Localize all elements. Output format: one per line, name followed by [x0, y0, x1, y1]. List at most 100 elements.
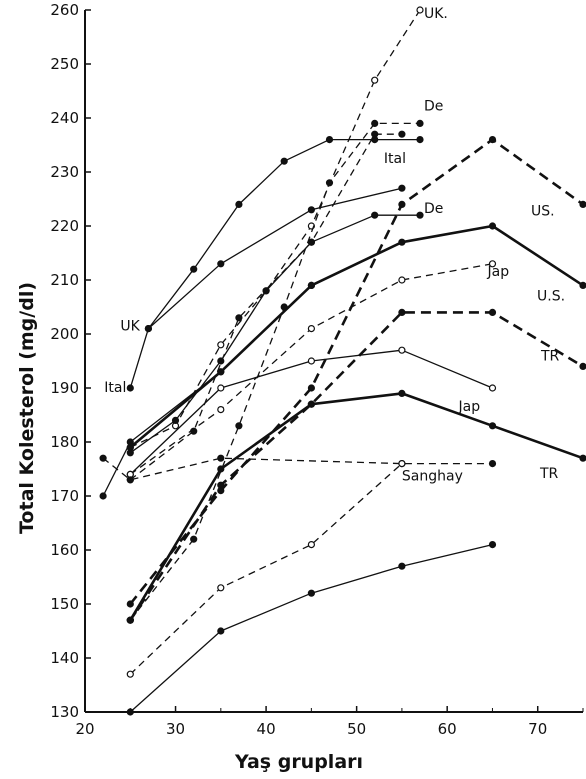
series-tr-11: [126, 389, 586, 624]
data-point: [217, 627, 225, 635]
data-point: [126, 600, 134, 608]
series-us-7: [126, 222, 586, 451]
y-tick-label: 250: [50, 55, 79, 73]
series-unlabeled-15: [126, 540, 497, 716]
data-point: [217, 357, 225, 365]
series-unlabeled-14: [126, 460, 406, 678]
data-point: [235, 200, 243, 208]
series-label: Jap: [458, 399, 481, 415]
data-point: [579, 362, 586, 370]
data-point: [144, 325, 152, 333]
data-point: [217, 584, 225, 592]
series-line: [130, 9, 421, 448]
data-point: [579, 200, 586, 208]
x-tick-label: 30: [166, 720, 185, 738]
data-point: [307, 281, 315, 289]
series-label: Sanghay: [402, 469, 463, 485]
data-point: [217, 260, 225, 268]
series-line: [129, 133, 402, 481]
series-line: [129, 138, 584, 605]
data-point: [398, 346, 406, 354]
series-uk-1: [144, 136, 424, 333]
data-point: [488, 422, 497, 430]
data-point: [398, 460, 406, 468]
series-de-4: [126, 211, 424, 457]
series-layer: [99, 6, 586, 716]
data-point: [190, 265, 198, 273]
data-point: [398, 130, 406, 138]
data-point: [416, 6, 424, 14]
data-point: [126, 670, 134, 678]
y-tick-label: 200: [50, 325, 79, 343]
series-line: [129, 349, 493, 475]
data-point: [217, 454, 225, 462]
y-tick-label: 260: [50, 1, 79, 19]
data-point: [235, 422, 243, 430]
data-point: [579, 454, 586, 462]
y-tick-label: 240: [50, 109, 79, 127]
data-point: [398, 389, 406, 397]
series-us-6: [126, 136, 586, 608]
y-tick-label: 190: [50, 379, 79, 397]
y-tick-label: 220: [50, 217, 79, 235]
data-point: [126, 708, 134, 716]
series-tr-9: [126, 308, 586, 624]
data-point: [371, 76, 379, 84]
series-label: UK: [120, 319, 140, 335]
y-tick-label: 160: [50, 541, 79, 559]
data-point: [126, 476, 134, 484]
data-point: [398, 276, 406, 284]
x-axis-title: Yaş grupları: [234, 751, 363, 773]
y-tick-label: 230: [50, 163, 79, 181]
series-line: [129, 392, 584, 621]
series-label: US.: [531, 203, 555, 219]
data-point: [190, 535, 198, 543]
data-point: [307, 400, 315, 408]
y-tick-label: 210: [50, 271, 79, 289]
data-point: [217, 481, 225, 489]
data-point: [488, 260, 497, 268]
data-point: [579, 281, 586, 289]
data-point: [217, 465, 225, 473]
data-point: [99, 492, 107, 500]
series-label: De: [424, 201, 443, 217]
series-line: [102, 284, 312, 497]
data-point: [398, 184, 406, 192]
x-tick-label: 40: [257, 720, 276, 738]
series-line: [129, 311, 584, 621]
data-point: [171, 416, 180, 424]
data-point: [307, 325, 315, 333]
data-point: [325, 136, 334, 144]
y-tick-label: 140: [50, 649, 79, 667]
data-point: [307, 357, 315, 365]
data-point: [307, 540, 315, 549]
series-unlabeled-13: [99, 281, 315, 500]
data-point: [398, 200, 406, 208]
data-point: [217, 384, 225, 392]
series-ital-5: [126, 184, 406, 392]
series-label: Ital: [384, 151, 406, 167]
data-point: [217, 406, 225, 414]
data-point: [126, 384, 134, 392]
series-line: [129, 214, 420, 454]
data-point: [398, 238, 406, 246]
data-point: [488, 384, 497, 392]
y-tick-label: 170: [50, 487, 79, 505]
data-point: [398, 562, 406, 570]
data-point: [416, 136, 424, 144]
x-tick-label: 50: [347, 720, 366, 738]
data-point: [280, 157, 288, 165]
y-tick-label: 130: [50, 703, 79, 721]
data-point: [488, 136, 497, 144]
series-label: Jap: [487, 264, 510, 280]
y-axis-title: Total Kolesterol (mg/dl): [16, 282, 38, 534]
series-ital-3: [126, 130, 406, 484]
data-point: [371, 119, 379, 128]
series-line: [129, 224, 584, 449]
y-tick-label: 180: [50, 433, 79, 451]
data-point: [99, 454, 107, 462]
data-point: [307, 384, 315, 392]
data-point: [307, 589, 315, 597]
